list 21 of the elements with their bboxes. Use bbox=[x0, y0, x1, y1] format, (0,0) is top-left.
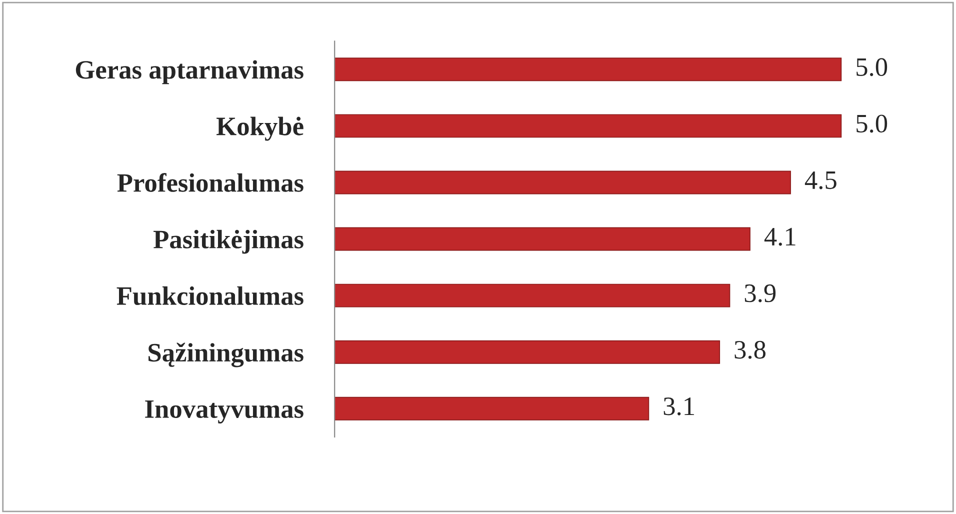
y-tick-label: Funkcionalumas bbox=[116, 286, 304, 306]
y-tick-label: Pasitikėjimas bbox=[154, 230, 304, 254]
y-tick-label: Inovatyvumas bbox=[145, 400, 304, 424]
data-label: 3.9 bbox=[744, 284, 776, 302]
bar bbox=[334, 114, 842, 138]
data-label: 5.0 bbox=[856, 114, 888, 133]
y-tick-label: Profesionalumas bbox=[117, 173, 304, 192]
bar bbox=[334, 58, 842, 82]
data-label: 3.1 bbox=[664, 398, 694, 416]
data-label: 3.8 bbox=[734, 340, 766, 359]
data-label: 4.5 bbox=[804, 171, 836, 190]
bar bbox=[334, 396, 650, 420]
data-label: 5.0 bbox=[856, 58, 888, 76]
bar bbox=[334, 227, 750, 251]
y-tick-label: Geras aptarnavimas bbox=[76, 60, 304, 84]
y-tick-label: Sąžiningumas bbox=[148, 342, 304, 368]
data-label: 4.1 bbox=[764, 228, 796, 246]
y-tick-label: Kokybė bbox=[216, 116, 304, 141]
bar bbox=[334, 284, 730, 308]
bar bbox=[334, 170, 791, 194]
bar bbox=[334, 340, 720, 364]
